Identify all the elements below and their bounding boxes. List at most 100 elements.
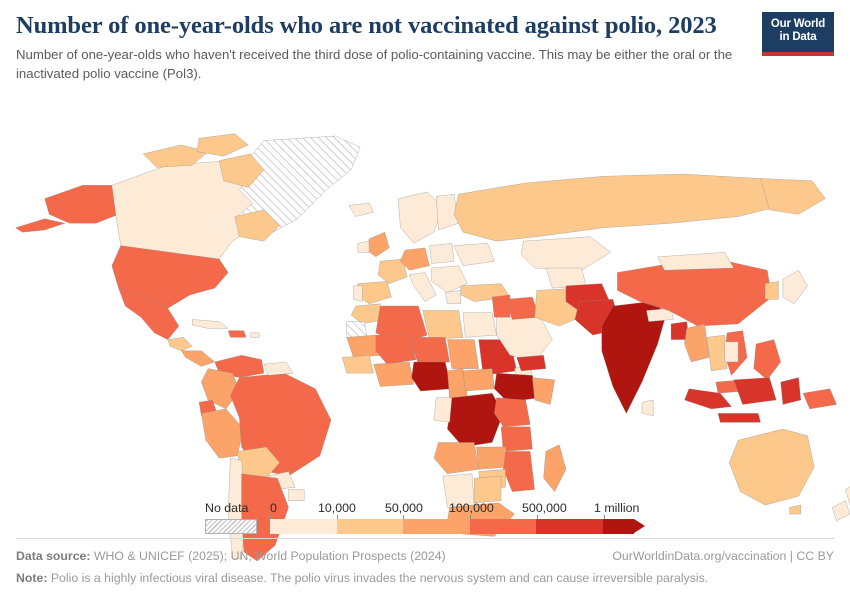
country-france[interactable] bbox=[378, 259, 407, 284]
country-ireland[interactable] bbox=[358, 241, 369, 252]
legend-scale-bar bbox=[270, 515, 645, 534]
country-new-zealand-south[interactable] bbox=[832, 501, 850, 521]
country-ukraine[interactable] bbox=[454, 243, 494, 265]
country-norway-sweden[interactable] bbox=[398, 192, 443, 243]
owid-logo[interactable]: Our World in Data bbox=[762, 12, 834, 56]
country-somalia[interactable] bbox=[532, 378, 554, 405]
country-aleutians[interactable] bbox=[16, 219, 65, 232]
country-uruguay[interactable] bbox=[289, 489, 305, 500]
country-niger[interactable] bbox=[409, 337, 449, 364]
country-nepal[interactable] bbox=[646, 308, 673, 321]
country-cuba[interactable] bbox=[192, 319, 228, 328]
country-indonesia-sulawesi[interactable] bbox=[781, 378, 801, 405]
footer-divider bbox=[16, 538, 834, 540]
legend-tick-3: 100,000 bbox=[449, 501, 494, 515]
country-dr-congo[interactable] bbox=[447, 393, 503, 447]
legend-segment-3[interactable] bbox=[469, 519, 537, 534]
world-choropleth-map[interactable]: No data 0 10,000 50,000 100,000 500,000 … bbox=[0, 88, 850, 600]
country-libya[interactable] bbox=[423, 310, 463, 339]
country-germany[interactable] bbox=[400, 248, 429, 270]
owid-logo-line1: Our World bbox=[770, 18, 826, 31]
country-portugal[interactable] bbox=[353, 286, 362, 302]
country-canada-arctic-2[interactable] bbox=[197, 134, 248, 156]
legend-tick-labels: No data 0 10,000 50,000 100,000 500,000 … bbox=[205, 501, 645, 517]
map-legend: No data 0 10,000 50,000 100,000 500,000 … bbox=[0, 501, 850, 534]
country-nigeria[interactable] bbox=[412, 362, 452, 391]
footer-note: Note: Polio is a highly infectious viral… bbox=[16, 570, 834, 588]
country-guyanas[interactable] bbox=[264, 362, 293, 375]
legend-no-data-label: No data bbox=[205, 501, 249, 515]
country-yemen[interactable] bbox=[517, 355, 546, 371]
chart-subtitle: Number of one-year-olds who haven't rece… bbox=[16, 47, 733, 82]
country-canada-baffin[interactable] bbox=[219, 154, 264, 188]
country-myanmar[interactable] bbox=[684, 324, 709, 362]
country-mongolia[interactable] bbox=[658, 252, 734, 270]
country-canada-labrador[interactable] bbox=[235, 210, 280, 241]
country-philippines[interactable] bbox=[754, 339, 781, 379]
legend-segment-0[interactable] bbox=[270, 519, 337, 534]
country-canada-arctic-1[interactable] bbox=[143, 145, 208, 167]
country-iraq[interactable] bbox=[506, 297, 540, 319]
map-countries bbox=[16, 134, 850, 561]
country-tasmania[interactable] bbox=[790, 505, 801, 514]
country-papua-new-guinea[interactable] bbox=[803, 389, 837, 409]
country-russia[interactable] bbox=[454, 174, 796, 241]
country-japan[interactable] bbox=[783, 270, 808, 304]
country-indonesia-java[interactable] bbox=[718, 413, 761, 422]
country-hispaniola[interactable] bbox=[228, 331, 246, 338]
country-madagascar[interactable] bbox=[544, 445, 566, 492]
country-iceland[interactable] bbox=[349, 203, 374, 216]
country-sri-lanka[interactable] bbox=[642, 400, 653, 416]
country-russia-east[interactable] bbox=[761, 178, 826, 214]
country-gabon-congo[interactable] bbox=[434, 398, 452, 423]
legend-tick-1: 10,000 bbox=[318, 501, 356, 515]
country-australia[interactable] bbox=[729, 429, 814, 505]
legend-segment-5[interactable] bbox=[602, 519, 634, 534]
legend-tick-4: 500,000 bbox=[522, 501, 567, 515]
country-tanzania[interactable] bbox=[501, 427, 532, 452]
country-puerto-rico[interactable] bbox=[251, 333, 260, 337]
country-chad[interactable] bbox=[447, 339, 478, 368]
country-guatemala-honduras[interactable] bbox=[168, 337, 193, 350]
country-balkans[interactable] bbox=[432, 266, 468, 293]
footer-url[interactable]: OurWorldinData.org/vaccination | CC BY bbox=[612, 549, 834, 564]
country-thailand[interactable] bbox=[707, 335, 727, 371]
country-nicaragua-panama[interactable] bbox=[181, 351, 215, 367]
country-peru[interactable] bbox=[201, 409, 244, 458]
country-italy[interactable] bbox=[409, 272, 436, 301]
legend-segment-2[interactable] bbox=[403, 519, 470, 534]
country-indonesia-borneo[interactable] bbox=[734, 378, 777, 405]
country-united-kingdom[interactable] bbox=[367, 232, 389, 257]
owid-logo-line2: in Data bbox=[779, 31, 817, 43]
chart-footer: Data source: WHO & UNICEF (2025); UN, Wo… bbox=[0, 538, 850, 600]
country-cambodia-laos[interactable] bbox=[725, 342, 738, 362]
country-new-zealand[interactable] bbox=[846, 483, 850, 505]
legend-tick-2: 50,000 bbox=[385, 501, 423, 515]
country-morocco[interactable] bbox=[351, 304, 385, 324]
legend-no-data-swatch[interactable] bbox=[205, 519, 257, 534]
country-koreas[interactable] bbox=[765, 281, 778, 299]
country-botswana[interactable] bbox=[474, 476, 501, 503]
country-senegal-guinea[interactable] bbox=[342, 355, 373, 373]
country-western-sahara[interactable] bbox=[347, 322, 367, 338]
country-angola[interactable] bbox=[434, 442, 479, 473]
country-indonesia-sumatra[interactable] bbox=[684, 389, 731, 409]
country-cote-divoire-ghana[interactable] bbox=[374, 362, 414, 387]
country-syria-jordan[interactable] bbox=[492, 295, 510, 317]
legend-inner: No data 0 10,000 50,000 100,000 500,000 … bbox=[205, 501, 645, 534]
country-egypt[interactable] bbox=[463, 313, 497, 338]
country-uganda-kenya[interactable] bbox=[494, 398, 530, 427]
footer-source-row: Data source: WHO & UNICEF (2025); UN, Wo… bbox=[16, 548, 834, 566]
country-mali[interactable] bbox=[376, 335, 416, 364]
footer-note-text: Polio is a highly infectious viral disea… bbox=[50, 571, 709, 586]
legend-spacer bbox=[257, 519, 270, 534]
country-car[interactable] bbox=[463, 369, 494, 391]
country-poland[interactable] bbox=[429, 243, 454, 263]
country-greece[interactable] bbox=[445, 290, 461, 303]
footer-source-text: WHO & UNICEF (2025); UN, World Populatio… bbox=[93, 549, 446, 564]
legend-segment-4[interactable] bbox=[536, 519, 603, 534]
country-mozambique[interactable] bbox=[503, 451, 534, 491]
legend-segment-1[interactable] bbox=[336, 519, 404, 534]
country-kazakhstan[interactable] bbox=[521, 237, 610, 271]
